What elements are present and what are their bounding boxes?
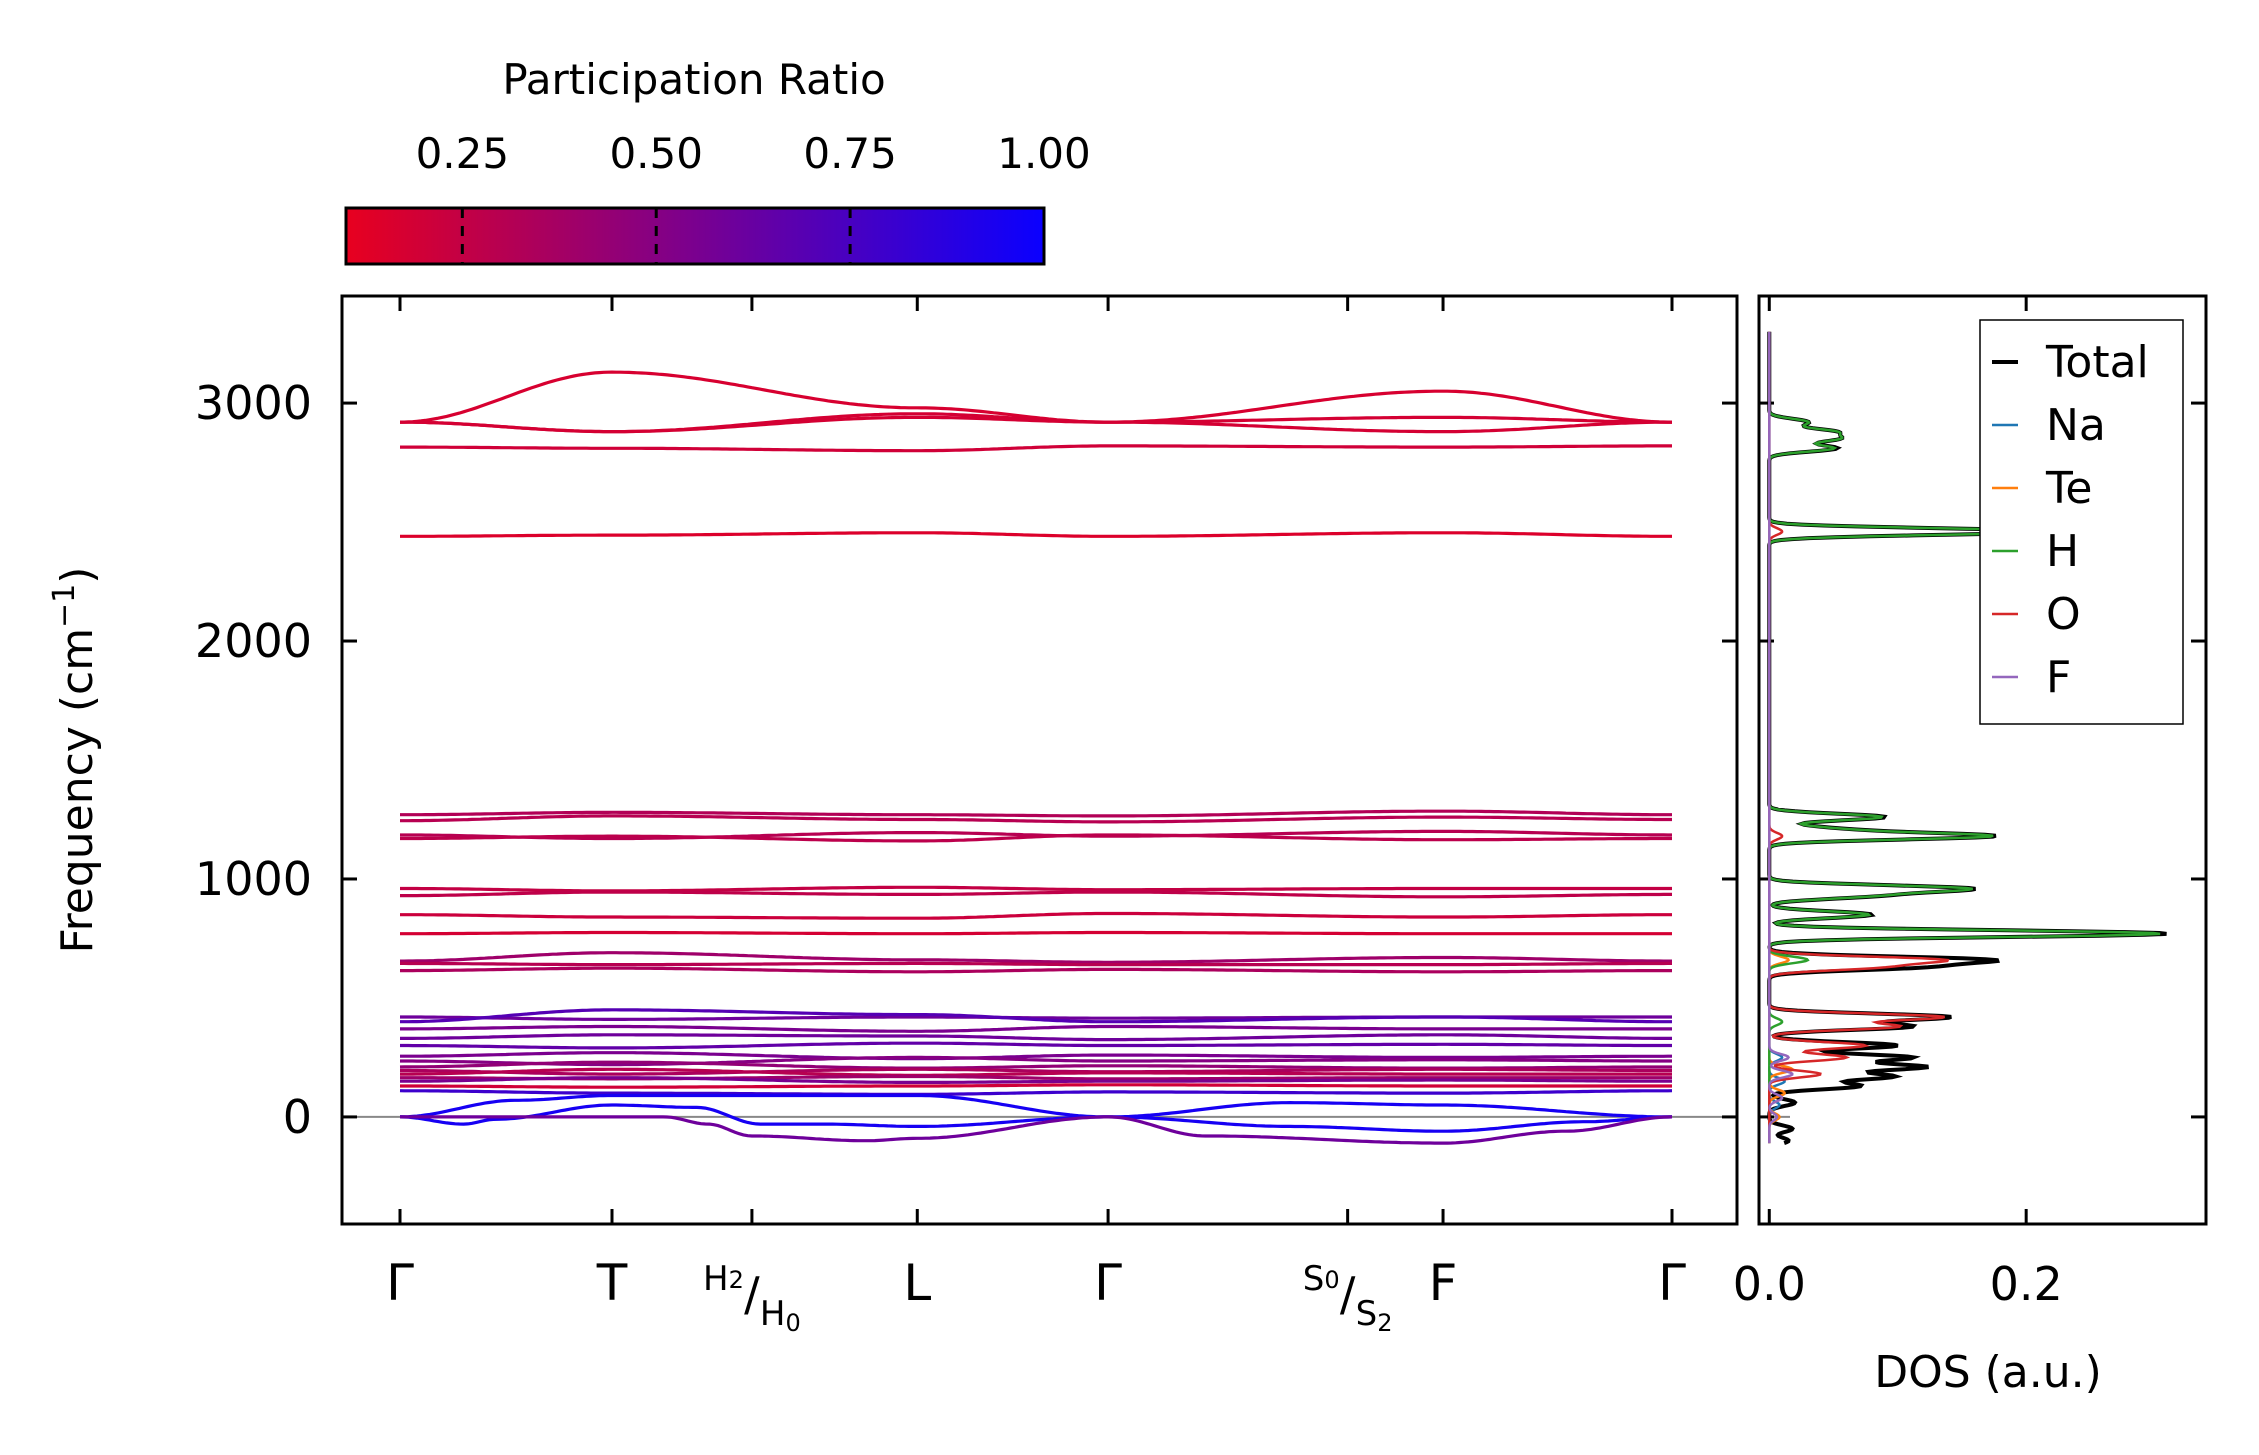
x-tick-label: L <box>903 1254 931 1312</box>
dos-x-tick-label: 0.2 <box>1990 1257 2063 1311</box>
phonon-band <box>400 814 1672 824</box>
dos-panel: 0.0 0.2 DOS (a.u.) Total Na Te HOF <box>1733 294 2208 1398</box>
phonon-band <box>400 930 1672 936</box>
dos-curve-f <box>1768 331 1794 1144</box>
x-tick-label-slash: / <box>1340 1267 1356 1321</box>
phonon-band <box>400 415 1672 434</box>
y-tick-label: 1000 <box>195 852 312 906</box>
phonon-band <box>400 1055 1672 1067</box>
phonon-band <box>400 1067 1672 1077</box>
phonon-band <box>400 531 1672 538</box>
y-axis-label: Frequency (cm−1) <box>47 567 103 954</box>
phonon-band <box>400 890 1672 899</box>
legend-box <box>1979 319 2184 725</box>
phonon-band <box>400 1083 1672 1089</box>
phonon-band <box>400 1041 1672 1050</box>
x-tick-label-sup: S0 <box>1303 1259 1340 1299</box>
dos-axes-frame <box>1757 294 2208 1226</box>
x-tick-label-slash: / <box>744 1267 760 1321</box>
phonon-band <box>400 1115 1673 1145</box>
phonon-band <box>400 1024 1672 1033</box>
main-axes-frame <box>340 294 1739 1226</box>
x-tick-label-split: S0/S2 <box>1303 1259 1393 1337</box>
x-tick-label-split: H2/H0 <box>703 1259 801 1337</box>
phonon-band <box>400 809 1672 818</box>
y-tick-label: 3000 <box>195 376 312 430</box>
phonon-band <box>400 1051 1672 1061</box>
legend-label-f: F <box>2046 652 2071 703</box>
legend: Total Na Te HOF <box>1979 319 2184 725</box>
legend-label-te: Te <box>2045 463 2092 514</box>
x-tick-label: T <box>596 1254 628 1312</box>
dos-x-tick-label: 0.0 <box>1733 1257 1806 1311</box>
phonon-band <box>400 1076 1672 1084</box>
dos-x-axis-label: DOS (a.u.) <box>1874 1347 2102 1398</box>
phonon-band <box>400 961 1672 967</box>
x-tick-label-sub: S2 <box>1356 1294 1393 1337</box>
phonon-band <box>400 1033 1672 1042</box>
colorbar: Participation Ratio 0.25 0.50 0.75 1.00 <box>344 55 1091 266</box>
colorbar-tick-label: 0.25 <box>416 129 510 178</box>
phonon-band <box>400 444 1672 453</box>
colorbar-tick-label: 1.00 <box>997 129 1091 178</box>
x-tick-label: Γ <box>1658 1254 1686 1312</box>
legend-label-total: Total <box>2045 337 2149 388</box>
legend-label-h: H <box>2046 526 2079 577</box>
phonon-band <box>400 370 1672 424</box>
y-tick-label: 2000 <box>195 614 312 668</box>
phonon-band <box>400 1008 1672 1024</box>
phonon-band <box>399 1103 1673 1133</box>
x-tick-label-sup: H2 <box>703 1259 744 1299</box>
colorbar-tick-label: 0.50 <box>609 129 703 178</box>
x-tick-label: F <box>1429 1254 1458 1312</box>
phonon-band <box>400 1093 1672 1119</box>
phonon-band <box>400 829 1672 841</box>
phonon-band <box>399 1089 1673 1096</box>
colorbar-gradient <box>344 206 1046 266</box>
phonon-band <box>400 966 1672 974</box>
x-tick-label: Γ <box>386 1254 414 1312</box>
x-tick-label-sub: H0 <box>760 1294 801 1337</box>
legend-label-o: O <box>2046 589 2081 640</box>
phonon-band <box>400 951 1672 964</box>
phonon-band <box>400 885 1672 893</box>
y-tick-label: 0 <box>283 1090 312 1144</box>
phonon-band <box>400 911 1672 920</box>
phonon-band <box>400 833 1672 843</box>
colorbar-label: Participation Ratio <box>502 55 885 104</box>
phonon-band <box>400 1067 1672 1076</box>
legend-label-na: Na <box>2046 400 2106 451</box>
colorbar-tick-label: 0.75 <box>803 129 897 178</box>
x-tick-label: Γ <box>1094 1254 1122 1312</box>
